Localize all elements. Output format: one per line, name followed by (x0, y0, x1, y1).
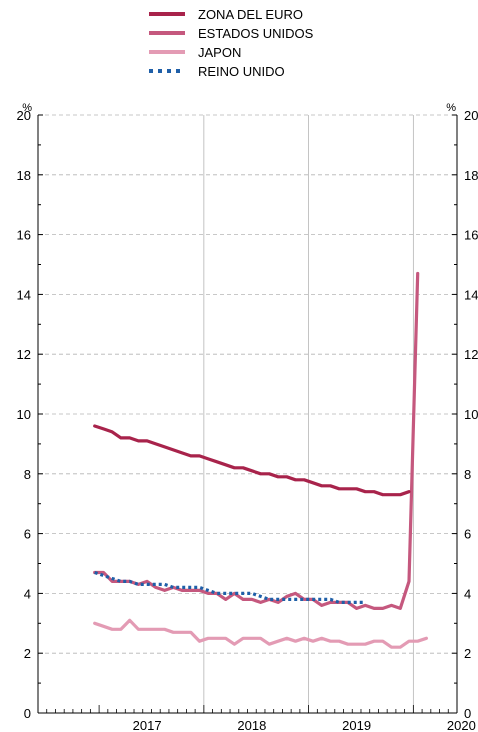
y-tick-label-left: 20 (17, 108, 31, 123)
y-tick-label-left: 2 (24, 646, 31, 661)
y-tick-label-right: 14 (464, 287, 478, 302)
y-tick-label-left: 4 (24, 586, 31, 601)
unit-label-left: % (22, 102, 32, 114)
x-tick-label-2017: 2017 (133, 718, 162, 732)
legend-label-2: JAPON (198, 45, 241, 60)
legend-label-0: ZONA DEL EURO (198, 7, 303, 22)
x-tick-label-2018: 2018 (237, 718, 266, 732)
legend-label-1: ESTADOS UNIDOS (198, 26, 314, 41)
y-tick-label-left: 8 (24, 467, 31, 482)
unit-label-right: % (446, 102, 456, 114)
series-line-reino-unido (94, 570, 366, 605)
y-tick-label-right: 6 (464, 527, 471, 542)
y-tick-label-right: 2 (464, 646, 471, 661)
y-tick-label-right: 16 (464, 228, 478, 243)
y-tick-label-left: 18 (17, 168, 31, 183)
y-tick-label-right: 8 (464, 467, 471, 482)
grid (38, 114, 457, 713)
y-tick-label-left: 6 (24, 527, 31, 542)
series-group (93, 271, 428, 649)
y-tick-label-left: 14 (17, 287, 31, 302)
y-tick-label-left: 16 (17, 228, 31, 243)
series-line-zona-del-euro (93, 424, 411, 497)
y-tick-label-right: 20 (464, 108, 478, 123)
series-line-estados-unidos (93, 271, 420, 611)
x-tick-label-2019: 2019 (342, 718, 371, 732)
y-tick-label-right: 4 (464, 586, 471, 601)
y-tick-label-right: 12 (464, 347, 478, 362)
series-line-japon (93, 618, 428, 649)
y-tick-label-left: 10 (17, 407, 31, 422)
y-tick-label-left: 12 (17, 347, 31, 362)
y-tick-label-right: 0 (464, 706, 471, 721)
legend: ZONA DEL EURO ESTADOS UNIDOS JAPON REINO UN… (149, 7, 314, 79)
legend-label-3: REINO UNIDO (198, 64, 285, 79)
x-tick-label-2020: 2020 (447, 718, 476, 732)
y-tick-label-right: 10 (464, 407, 478, 422)
y-tick-label-right: 18 (464, 168, 478, 183)
y-tick-label-left: 0 (24, 706, 31, 721)
